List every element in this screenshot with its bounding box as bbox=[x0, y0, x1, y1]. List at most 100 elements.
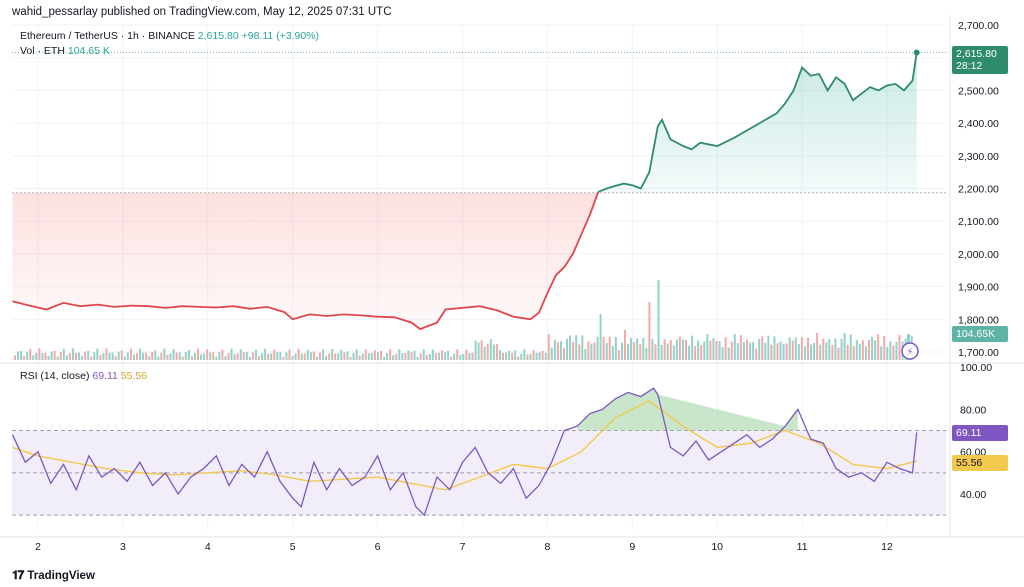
brand-name: TradingView bbox=[27, 569, 95, 582]
volume-bar bbox=[852, 345, 855, 360]
volume-bar bbox=[425, 355, 428, 360]
volume-bar bbox=[733, 334, 736, 360]
volume-bar bbox=[407, 350, 410, 360]
volume-bar bbox=[861, 340, 864, 360]
volume-bar bbox=[239, 349, 242, 360]
volume-bar bbox=[727, 347, 730, 360]
volume-bar bbox=[593, 342, 596, 360]
volume-bar bbox=[370, 353, 373, 360]
volume-bar bbox=[523, 349, 526, 360]
volume-bar bbox=[770, 344, 773, 360]
volume-bar bbox=[849, 334, 852, 360]
x-tick-label: 10 bbox=[711, 541, 723, 553]
volume-bar bbox=[572, 341, 575, 360]
price-tick-label: 2,500.00 bbox=[958, 85, 999, 97]
volume-bar bbox=[569, 335, 572, 360]
volume-bar bbox=[291, 355, 294, 360]
volume-bar bbox=[800, 337, 803, 360]
volume-bar bbox=[242, 352, 245, 360]
volume-bar bbox=[636, 338, 639, 360]
volume-bar bbox=[639, 344, 642, 360]
volume-bar bbox=[17, 351, 20, 360]
price-value: 2,615.80 bbox=[197, 30, 239, 42]
volume-bar bbox=[492, 344, 495, 360]
volume-bar bbox=[62, 348, 65, 360]
volume-bar bbox=[431, 349, 434, 360]
volume-legend[interactable]: Vol · ETH 104.65 K bbox=[20, 45, 110, 57]
volume-bar bbox=[349, 356, 352, 360]
tradingview-footer[interactable]: 𝟏𝟕 TradingView bbox=[12, 568, 95, 583]
volume-bar bbox=[355, 349, 358, 360]
volume-bar bbox=[126, 352, 129, 360]
volume-bar bbox=[358, 355, 361, 360]
price-tick-label: 1,700.00 bbox=[958, 347, 999, 359]
rsi-ma-line bbox=[12, 400, 917, 491]
volume-bar bbox=[71, 348, 74, 360]
volume-bar bbox=[788, 337, 791, 360]
volume-bar bbox=[87, 350, 90, 360]
volume-bar bbox=[675, 339, 678, 360]
volume-bar bbox=[566, 338, 569, 360]
volume-bar bbox=[175, 352, 178, 360]
volume-bar bbox=[139, 348, 142, 360]
volume-bar bbox=[340, 349, 343, 360]
volume-bar bbox=[306, 349, 309, 360]
volume-bar bbox=[486, 343, 489, 360]
volume-bar bbox=[791, 340, 794, 360]
alert-icon bbox=[901, 342, 919, 360]
rsi-panel bbox=[12, 430, 946, 516]
volume-bar bbox=[624, 330, 626, 360]
countdown-value: 28:12 bbox=[956, 60, 983, 72]
volume-bar bbox=[822, 338, 825, 360]
volume-bar bbox=[163, 348, 166, 360]
volume-bar bbox=[776, 343, 779, 360]
volume-bar bbox=[157, 356, 160, 360]
volume-bar bbox=[38, 348, 41, 360]
price-area: ⚡ bbox=[12, 49, 946, 360]
volume-bar bbox=[758, 338, 761, 360]
volume-bar bbox=[834, 338, 837, 360]
volume-bar bbox=[251, 352, 254, 360]
rsi-tick-label: 80.00 bbox=[960, 404, 986, 416]
rsi-ma-tag: 55.56 bbox=[952, 455, 1008, 471]
volume-bar bbox=[117, 351, 120, 360]
volume-bar bbox=[248, 356, 251, 360]
volume-bar bbox=[203, 353, 206, 360]
volume-bar bbox=[871, 336, 874, 360]
volume-bar bbox=[181, 356, 184, 360]
volume-bar bbox=[596, 336, 599, 360]
volume-bar bbox=[325, 355, 328, 360]
volume-bar bbox=[654, 344, 657, 360]
volume-bar bbox=[715, 341, 718, 360]
volume-bar bbox=[297, 348, 300, 360]
volume-bar bbox=[447, 350, 450, 360]
rsi-legend[interactable]: RSI (14, close) 69.11 55.56 bbox=[20, 370, 147, 382]
volume-bar bbox=[102, 353, 105, 360]
volume-bar bbox=[343, 352, 346, 360]
volume-bar bbox=[444, 352, 447, 360]
volume-bar bbox=[459, 354, 462, 360]
volume-bar bbox=[315, 356, 318, 360]
rsi-lines bbox=[11, 387, 918, 517]
volume-bar bbox=[868, 339, 870, 360]
volume-value: 104.65 K bbox=[67, 45, 110, 57]
volume-bar bbox=[178, 352, 181, 360]
x-tick-label: 8 bbox=[544, 541, 550, 553]
volume-bar bbox=[398, 349, 401, 360]
symbol-legend[interactable]: Ethereum / TetherUS · 1h · BINANCE 2,615… bbox=[20, 30, 319, 42]
volume-bar bbox=[529, 353, 532, 360]
volume-bar bbox=[410, 352, 413, 360]
volume-bar bbox=[706, 333, 709, 360]
lightning-icon: ⚡ bbox=[906, 347, 913, 358]
volume-bar bbox=[669, 339, 672, 360]
volume-bar bbox=[681, 339, 684, 360]
volume-bar bbox=[746, 339, 748, 360]
volume-bar bbox=[767, 335, 770, 360]
volume-bar bbox=[413, 350, 416, 360]
volume-bar bbox=[678, 336, 681, 360]
volume-bar bbox=[608, 336, 611, 360]
volume-bar bbox=[828, 339, 831, 360]
volume-bar bbox=[663, 339, 666, 360]
volume-bar bbox=[129, 348, 132, 360]
